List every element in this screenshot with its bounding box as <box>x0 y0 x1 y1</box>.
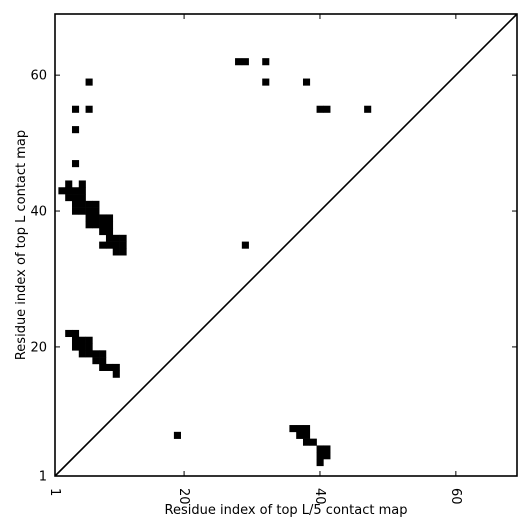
contact-cell <box>316 459 324 467</box>
contact-cell <box>119 248 127 256</box>
contact-cell <box>78 343 86 351</box>
contact-cell <box>71 160 80 168</box>
contact-cell <box>85 214 93 222</box>
contact-cell <box>289 425 297 433</box>
contact-cell <box>323 445 331 453</box>
contact-cell <box>85 207 93 215</box>
contact-cell <box>71 126 80 134</box>
contact-cell <box>78 187 86 195</box>
contact-cell <box>99 214 107 222</box>
contact-cell <box>316 445 324 453</box>
contact-cell <box>78 194 86 202</box>
contact-cell <box>302 438 311 446</box>
contact-cell <box>92 221 100 229</box>
contact-cell <box>78 350 86 358</box>
contact-cell <box>241 241 249 249</box>
contact-cell <box>58 187 66 195</box>
contact-cell <box>105 228 114 236</box>
contact-cell <box>112 241 120 249</box>
contact-cell <box>112 248 120 256</box>
contact-cell <box>71 200 80 208</box>
contact-cell <box>85 350 93 358</box>
contact-cell <box>92 357 100 365</box>
contact-cell <box>235 58 243 66</box>
contact-cell <box>78 200 86 208</box>
contact-cell <box>316 452 324 460</box>
contact-cell <box>112 370 120 378</box>
contact-cell <box>71 343 80 351</box>
contact-cell <box>65 180 73 188</box>
contact-cell <box>65 194 73 202</box>
contact-cell <box>99 350 107 358</box>
diagonal-line <box>54 13 518 477</box>
x-axis-label: Residue index of top L/5 contact map <box>165 503 408 518</box>
contact-cell <box>105 363 114 371</box>
contact-cell <box>78 336 86 344</box>
contact-cell <box>241 58 249 66</box>
contact-cell <box>71 329 80 338</box>
contact-cell <box>85 336 93 344</box>
contact-cell <box>71 194 80 202</box>
x-tick-label: 1 <box>47 488 62 496</box>
contact-cell <box>99 363 107 371</box>
contact-cell <box>296 425 304 433</box>
y-axis-label: Residue index of top L contact map <box>14 130 29 360</box>
contact-cell <box>302 78 311 86</box>
contact-cell <box>85 221 93 229</box>
contact-cell <box>105 214 114 222</box>
plot-frame <box>54 13 518 477</box>
contact-cell <box>112 363 120 371</box>
x-tick-label: 20 <box>176 488 191 505</box>
contact-cell <box>99 221 107 229</box>
contact-cell <box>92 214 100 222</box>
contact-cell <box>262 78 270 86</box>
contact-cell <box>173 431 181 439</box>
y-tick-label: 60 <box>30 69 47 84</box>
contact-cell <box>99 241 107 249</box>
contact-cell <box>309 438 317 446</box>
contact-cell <box>105 241 114 249</box>
contact-cell <box>262 58 270 66</box>
x-tick-label: 60 <box>448 488 463 505</box>
contact-cell <box>323 452 331 460</box>
contact-cell <box>71 207 80 215</box>
contact-cells <box>58 58 372 467</box>
y-tick-label: 1 <box>39 470 47 485</box>
contact-cell <box>316 105 324 113</box>
contact-cell <box>92 207 100 215</box>
contact-cell <box>364 105 372 113</box>
contact-cell <box>65 187 73 195</box>
y-tick-label: 40 <box>30 205 47 220</box>
contact-cell <box>78 180 86 188</box>
x-tick-label: 40 <box>312 488 327 505</box>
contact-cell <box>99 357 107 365</box>
contact-cell <box>71 187 80 195</box>
contact-cell <box>92 200 100 208</box>
contact-cell <box>119 234 127 242</box>
contact-cell <box>302 425 311 433</box>
contact-cell <box>85 105 93 113</box>
contact-cell <box>85 78 93 86</box>
y-axis-ticks: 1 20 40 60 <box>30 69 517 485</box>
contact-cell <box>92 350 100 358</box>
contact-cell <box>119 241 127 249</box>
contact-cell <box>105 221 114 229</box>
contact-cell <box>323 105 331 113</box>
contact-cell <box>302 431 311 439</box>
contact-cell <box>65 329 73 338</box>
contact-cell <box>99 228 107 236</box>
contact-cell <box>85 343 93 351</box>
contact-cell <box>296 431 304 439</box>
contact-cell <box>71 105 80 113</box>
contact-cell <box>105 234 114 242</box>
contact-cell <box>78 207 86 215</box>
contact-cell <box>85 200 93 208</box>
y-tick-label: 20 <box>30 340 47 355</box>
x-axis-ticks: 1 20 40 60 <box>47 14 463 505</box>
contact-cell <box>112 234 120 242</box>
contact-cell <box>71 336 80 344</box>
